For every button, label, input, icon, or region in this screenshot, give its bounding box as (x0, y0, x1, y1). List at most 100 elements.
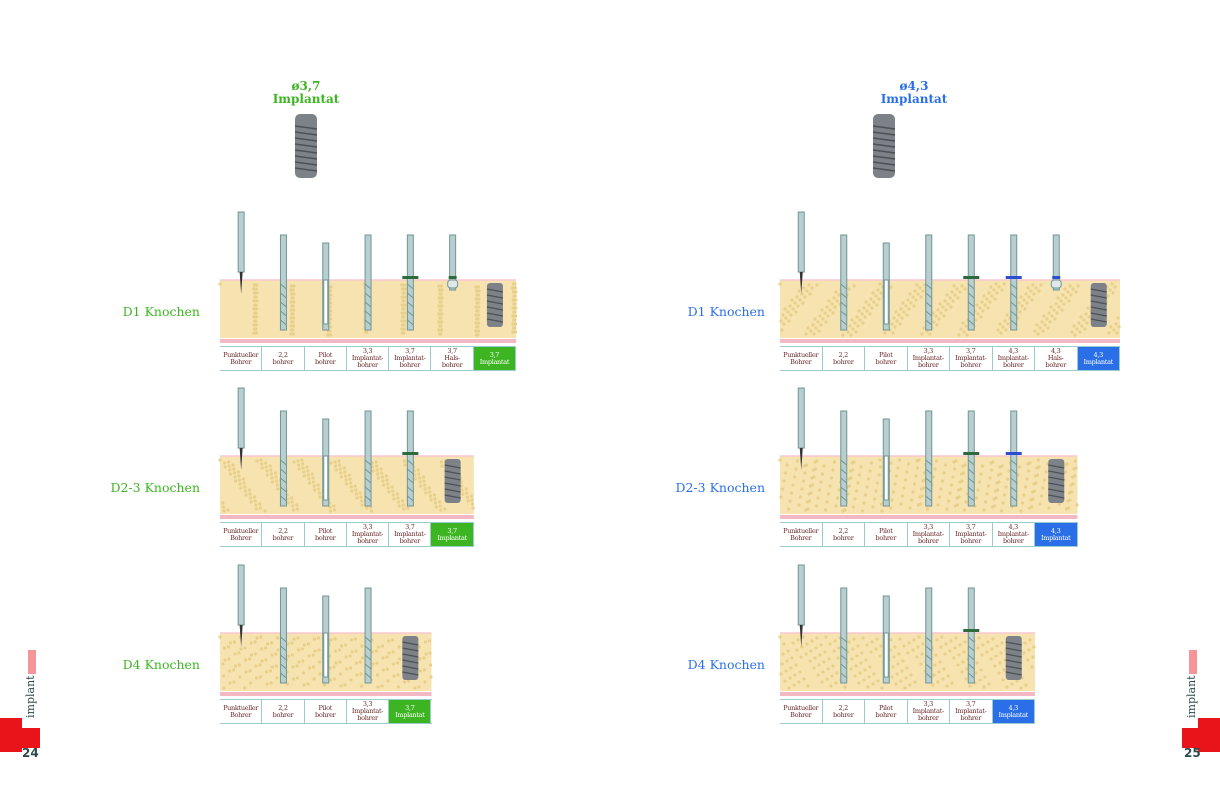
instrument-label: 3,3 Implantat- bohrer (347, 700, 390, 723)
pilot-drill-icon (882, 418, 890, 507)
instrument-label-row: Punktueller Bohrer 2,2 bohrer Pilot bohrer… (780, 346, 1120, 371)
gum-line (220, 692, 432, 696)
logo-mark-right (1198, 718, 1220, 752)
color-band (402, 452, 419, 455)
instrument-label: Pilot bohrer (305, 523, 347, 546)
implant-heading: ø3,7 Implantat (236, 80, 376, 106)
color-band (963, 629, 980, 632)
instrument-label: Punktueller Bohrer (220, 523, 263, 546)
heading-diameter: ø3,7 (291, 79, 321, 93)
instrument-label: 4,3 Implantat (1077, 347, 1120, 370)
pilot-drill-icon (322, 242, 330, 331)
color-band (963, 452, 980, 455)
instrument-label: 3,7 Implantat- bohrer (950, 523, 993, 546)
instrument-label: Punktueller Bohrer (220, 700, 263, 723)
instrument-label: 2,2 bohrer (262, 700, 305, 723)
instrument-label: 3,7 Implantat- bohrer (389, 347, 432, 370)
instrument-label: 4,3 Hals- bohrer (1035, 347, 1078, 370)
logo-text-left: implant (24, 675, 37, 718)
neck-drill-blue-band-icon (1050, 234, 1062, 291)
instrument-label: 2,2 bohrer (262, 523, 305, 546)
instrument-label: 3,3 Implantat- bohrer (908, 700, 950, 723)
implant-illustration (872, 114, 896, 178)
punch-drill-icon (797, 211, 805, 294)
instrument-label-row: Punktueller Bohrer 2,2 bohrer Pilot bohrer… (780, 699, 1035, 724)
instrument-label: 2,2 bohrer (823, 700, 865, 723)
bone-density-label: D4 Knochen (122, 657, 200, 672)
instrument-label-row: Punktueller Bohrer 2,2 bohrer Pilot bohrer… (780, 522, 1078, 547)
drill-icon (840, 234, 848, 331)
bone-section (778, 279, 1121, 338)
heading-title: Implantat (272, 92, 340, 106)
punch-drill-icon (237, 564, 245, 647)
drill-blue-band-icon (1005, 410, 1022, 507)
pilot-drill-icon (322, 418, 330, 507)
instrument-label: 3,3 Implantat- bohrer (347, 347, 390, 370)
color-band (1005, 276, 1022, 279)
drill-icon (925, 587, 933, 684)
bone-density-label: D2-3 Knochen (110, 480, 200, 495)
implant-icon (444, 459, 461, 503)
drill-icon (925, 234, 933, 331)
implant-heading: ø4,3 Implantat (844, 80, 984, 106)
instrument-label: Punktueller Bohrer (780, 700, 823, 723)
bone-density-label: D1 Knochen (122, 304, 200, 319)
drill-icon (840, 587, 848, 684)
instrument-label: 3,7 Implantat- bohrer (950, 347, 993, 370)
bone-density-label: D4 Knochen (687, 657, 765, 672)
instrument-label-row: Punktueller Bohrer 2,2 bohrer Pilot bohrer… (220, 522, 474, 547)
drill-green-band-icon (402, 410, 419, 507)
instrument-label: Pilot bohrer (305, 700, 347, 723)
gum-line (220, 515, 474, 519)
instrument-label: 3,3 Implantat- bohrer (347, 523, 390, 546)
color-band (1052, 276, 1061, 279)
logo-text-right: implant (1185, 675, 1198, 718)
instrument-label: 3,3 Implantat- bohrer (908, 523, 950, 546)
page-number-left: 24 (22, 746, 39, 760)
pilot-drill-icon (322, 595, 330, 684)
implant-illustration (294, 114, 318, 178)
neck-drill-green-band-icon (447, 234, 459, 291)
punch-drill-icon (797, 564, 805, 647)
implant-icon (1048, 459, 1065, 503)
bone-density-label: D1 Knochen (687, 304, 765, 319)
drill-icon (840, 410, 848, 507)
pilot-drill-icon (882, 242, 890, 331)
instrument-label-row: Punktueller Bohrer 2,2 bohrer Pilot bohrer… (220, 699, 432, 724)
instrument-label: 3,7 Hals- bohrer (431, 347, 474, 370)
instrument-label: 2,2 bohrer (823, 523, 865, 546)
drill-green-band-icon (963, 234, 980, 331)
pilot-drill-icon (882, 595, 890, 684)
drill-icon (279, 587, 287, 684)
instrument-label: Punktueller Bohrer (220, 347, 263, 370)
logo-red-part-left (28, 650, 36, 674)
drill-icon (279, 234, 287, 331)
instrument-label: 3,7 Implantat- bohrer (950, 700, 993, 723)
color-band (1005, 452, 1022, 455)
drill-icon (279, 410, 287, 507)
gum-line (780, 515, 1078, 519)
instrument-label: 2,2 bohrer (823, 347, 865, 370)
instrument-label: Punktueller Bohrer (780, 523, 823, 546)
instrument-label: 3,3 Implantat- bohrer (908, 347, 950, 370)
color-band (448, 276, 457, 279)
implant-icon (1090, 283, 1107, 327)
color-band (402, 276, 419, 279)
instrument-label-row: Punktueller Bohrer 2,2 bohrer Pilot bohrer… (220, 346, 517, 371)
instrument-label: 2,2 bohrer (262, 347, 305, 370)
drill-green-band-icon (963, 587, 980, 684)
punch-drill-icon (237, 211, 245, 294)
instrument-label: 3,7 Implantat (431, 523, 474, 546)
implant-icon (402, 636, 419, 680)
punch-drill-icon (237, 387, 245, 470)
implant-icon (1005, 636, 1022, 680)
instrument-label: 4,3 Implantat- bohrer (993, 523, 1035, 546)
instrument-label: Pilot bohrer (305, 347, 347, 370)
instrument-label: Pilot bohrer (865, 700, 908, 723)
color-band (963, 276, 980, 279)
logo-mark-left-b (22, 728, 40, 748)
instrument-label: 3,7 Implantat (473, 347, 517, 370)
instrument-label: Pilot bohrer (865, 523, 908, 546)
bone-section (778, 632, 1036, 691)
